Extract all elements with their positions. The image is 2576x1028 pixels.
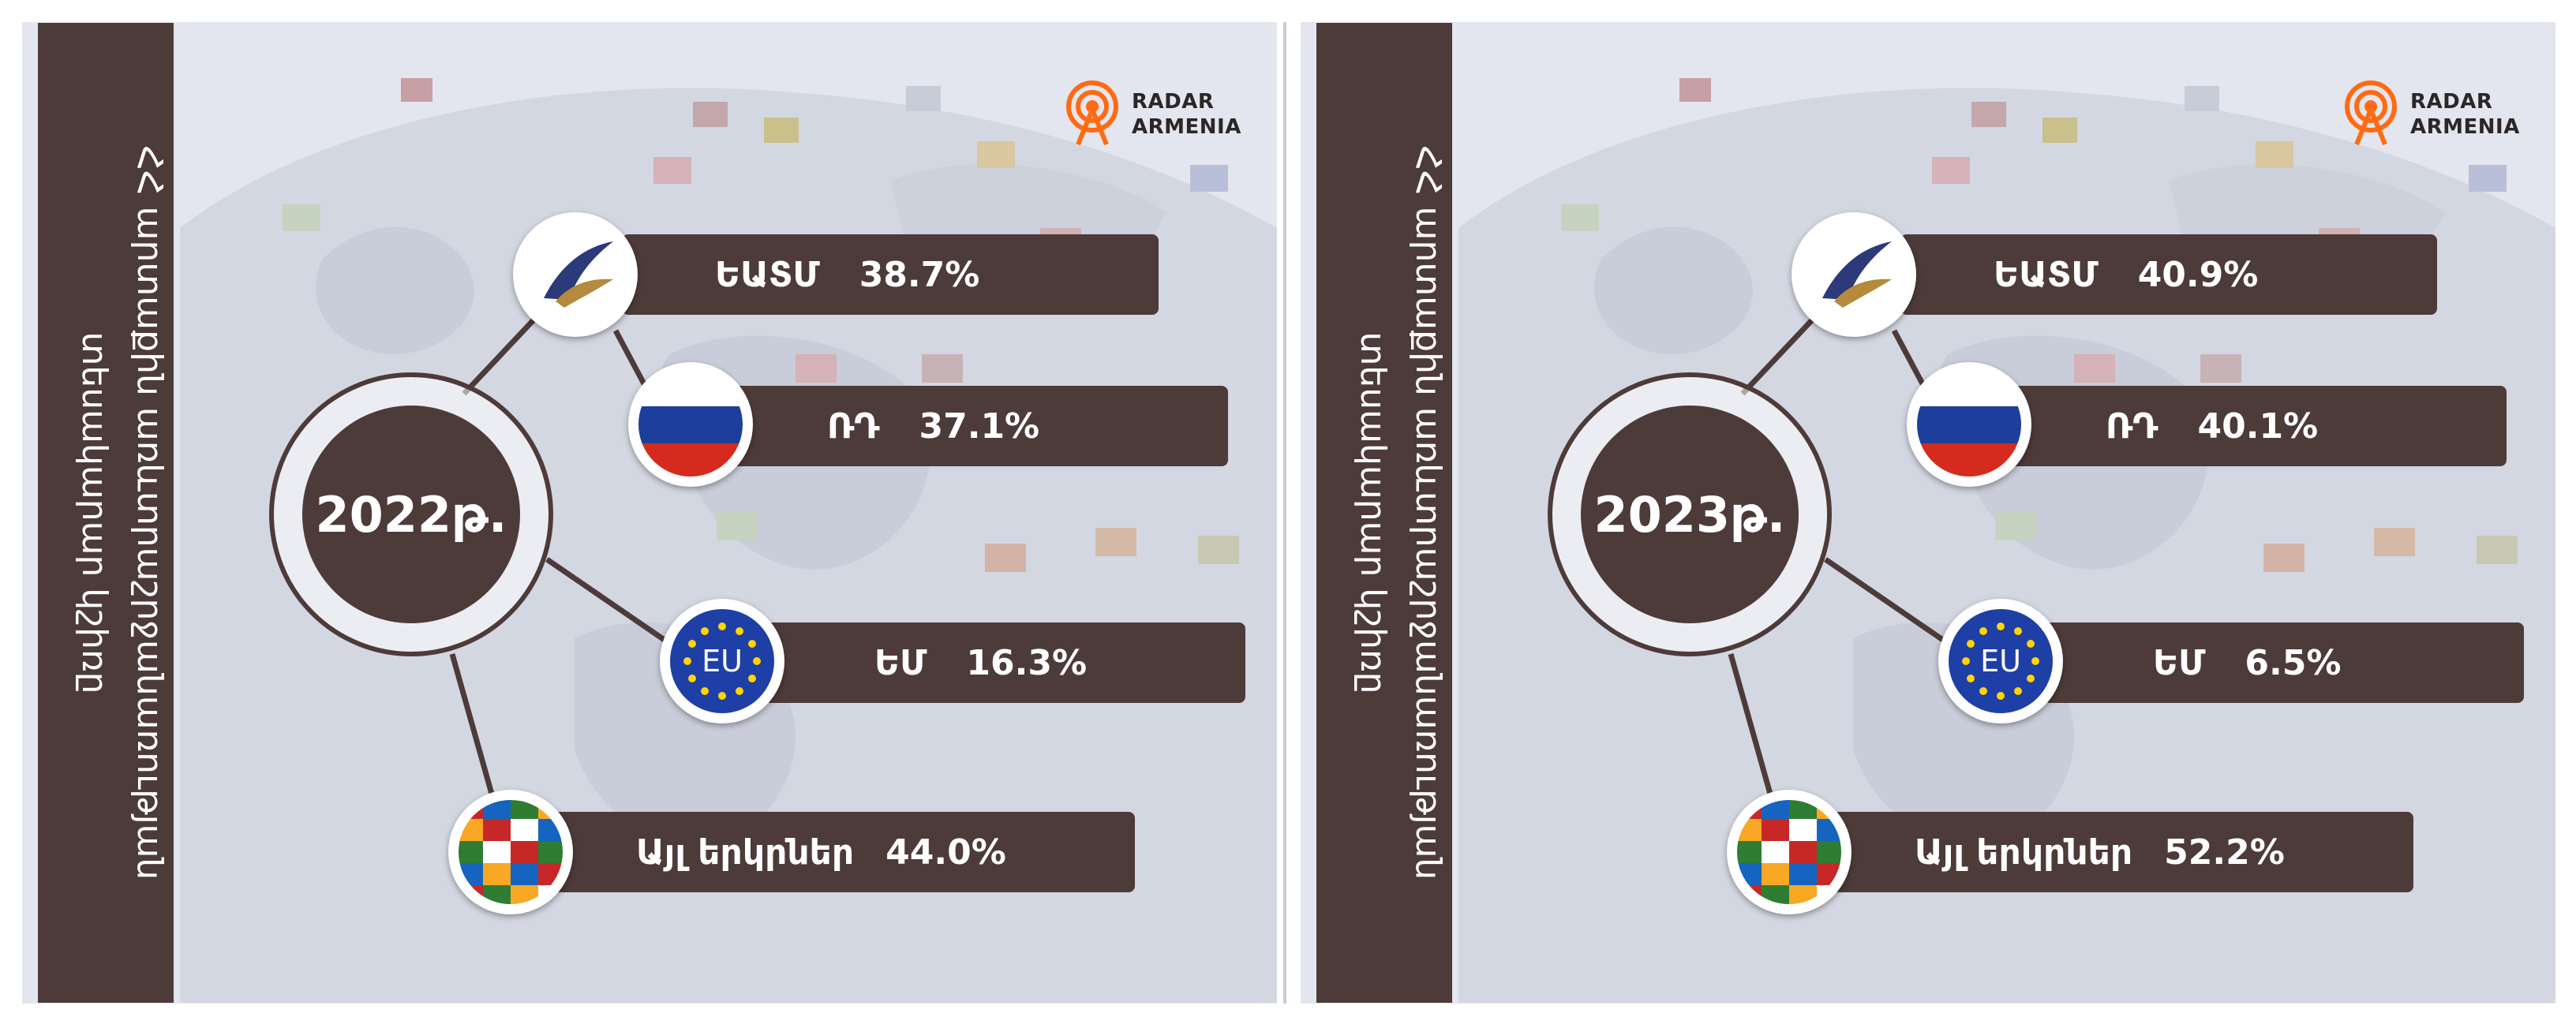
bar-russia: ՌԴ 40.1% (2011, 386, 2507, 466)
bar-value: 16.3% (966, 642, 1088, 683)
bar-label: ԵԱՏՄ (1994, 254, 2099, 295)
radar-logo-icon (1066, 80, 1118, 146)
bar-label: ԵԱՏՄ (715, 254, 820, 295)
radar-logo-icon (2345, 80, 2397, 146)
bar-eu: ԵՄ 16.3% (764, 622, 1245, 703)
bar-label: ԵՄ (874, 642, 927, 683)
bar-value: 52.2% (2164, 832, 2285, 873)
year-ring: 2023թ. (1548, 372, 1832, 656)
bar-label: ՌԴ (827, 406, 880, 447)
year-ring: 2022թ. (269, 372, 553, 656)
eu-badge-text: EU (1980, 644, 2021, 678)
infographic-panel-2023: ՀՀ արտաքին առևտրաշրջանառության տեսակարար… (1301, 22, 2555, 1004)
russia-flag-icon (628, 362, 753, 487)
russia-flag-icon (1907, 362, 2031, 487)
bar-label: ԵՄ (2153, 642, 2206, 683)
bar-value: 37.1% (919, 406, 1040, 447)
year-label: 2022թ. (302, 406, 520, 623)
bar-value: 38.7% (859, 254, 980, 295)
bar-value: 40.9% (2137, 254, 2259, 295)
bar-value: 44.0% (886, 832, 1006, 873)
bar-eaeu: ԵԱՏՄ 40.9% (1900, 234, 2437, 315)
bar-value: 40.1% (2197, 406, 2319, 447)
radar-armenia-logo: RADAR ARMENIA (1061, 75, 1242, 154)
bar-value: 6.5% (2245, 642, 2342, 683)
bar-label: ՌԴ (2106, 406, 2159, 447)
eaeu-emblem-icon (513, 212, 638, 337)
bar-russia: ՌԴ 37.1% (732, 386, 1228, 466)
eu-flag-icon: EU (1938, 599, 2063, 723)
logo-line-1: RADAR (1132, 90, 1215, 114)
infographic-panel-2022: ՀՀ արտաքին առևտրաշրջանառության տեսակարար… (22, 22, 1277, 1004)
panel-divider (1283, 22, 1286, 1004)
logo-wordmark: RADAR ARMENIA (2410, 89, 2520, 140)
bar-other-countries: Այլ երկրներ 44.0% (519, 812, 1135, 892)
eu-flag-icon: EU (660, 599, 784, 723)
radar-armenia-logo: RADAR ARMENIA (2339, 75, 2521, 154)
year-label: 2023թ. (1581, 406, 1799, 623)
bar-eu: ԵՄ 6.5% (2042, 622, 2524, 703)
logo-wordmark: RADAR ARMENIA (1132, 89, 1241, 140)
logo-line-2: ARMENIA (2410, 115, 2520, 139)
eu-badge-text: EU (702, 644, 743, 678)
bar-label: Այլ երկրներ (1915, 832, 2133, 873)
logo-line-2: ARMENIA (1132, 115, 1241, 139)
eaeu-emblem-icon (1792, 212, 1916, 337)
logo-line-1: RADAR (2410, 90, 2493, 114)
world-flags-globe-icon (448, 790, 573, 914)
bar-other-countries: Այլ երկրներ 52.2% (1798, 812, 2413, 892)
bar-label: Այլ երկրներ (636, 832, 855, 873)
sidebar-title-bar: ՀՀ արտաքին առևտրաշրջանառության տեսակարար… (38, 23, 174, 1003)
sidebar-title-bar: ՀՀ արտաքին առևտրաշրջանառության տեսակարար… (1316, 23, 1452, 1003)
bar-eaeu: ԵԱՏՄ 38.7% (622, 234, 1159, 315)
world-flags-globe-icon (1727, 790, 1852, 914)
